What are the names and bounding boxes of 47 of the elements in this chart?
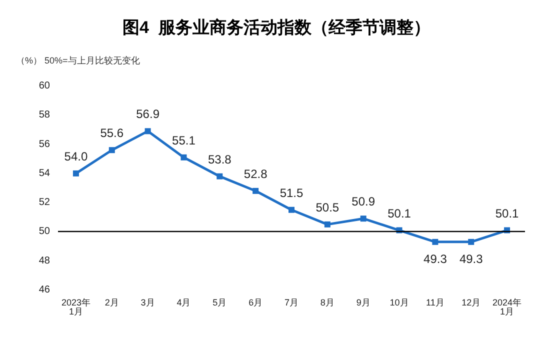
data-label: 49.3 — [459, 252, 484, 266]
x-tick-label: 10月 — [390, 298, 409, 308]
y-tick-label: 54 — [38, 168, 50, 179]
y-tick-label: 56 — [38, 138, 50, 150]
text: （%） 50%=与上月比较无变化 — [16, 56, 140, 66]
y-tick-label: 50 — [38, 226, 50, 238]
x-tick-label: 11月 — [426, 298, 444, 308]
point — [432, 238, 438, 245]
point — [144, 128, 151, 134]
data-label: 50.1 — [388, 206, 412, 220]
x-tick-label: 2月 — [104, 298, 119, 308]
x-tick-label: 9月 — [356, 298, 370, 308]
x-tick-label: 6月 — [248, 298, 263, 308]
point — [360, 216, 366, 222]
data-label: 56.9 — [136, 107, 160, 122]
data-label: 55.6 — [100, 126, 124, 140]
point — [324, 221, 330, 228]
point — [252, 188, 259, 194]
point — [216, 173, 223, 180]
x-tick-label: 2024年 1月 — [492, 298, 522, 316]
data-label: 53.8 — [208, 152, 232, 166]
data-label: 50.9 — [352, 194, 376, 209]
x-tick-label: 5月 — [212, 298, 227, 308]
data-label: 49.3 — [424, 252, 448, 266]
point — [108, 147, 115, 154]
x-tick-label: 12月 — [462, 298, 481, 308]
y-tick-label: 58 — [38, 110, 50, 121]
data-label: 54.0 — [64, 149, 88, 164]
x-tick-label: 4月 — [176, 298, 191, 308]
y-tick-label: 46 — [38, 284, 50, 296]
x-tick-label: 7月 — [284, 298, 299, 308]
point — [288, 206, 294, 213]
point — [180, 154, 187, 160]
point — [72, 170, 79, 176]
data-label: 50.1 — [495, 206, 520, 220]
data-label: 51.5 — [280, 186, 304, 200]
data-label: 50.5 — [316, 200, 340, 214]
data-label: 55.1 — [172, 133, 196, 148]
x-tick-label: 2023年 1月 — [61, 298, 90, 316]
x-tick-label: 8月 — [320, 298, 334, 308]
y-tick-label: 60 — [38, 80, 50, 92]
x-tick-label: 3月 — [140, 298, 155, 308]
chart-title: 图4 服务业商务活动指数（经季节调整） — [122, 18, 430, 37]
y-tick-label: 48 — [38, 255, 50, 266]
y-tick-label: 52 — [38, 197, 50, 208]
data-label: 52.8 — [244, 166, 268, 181]
point — [468, 238, 474, 245]
